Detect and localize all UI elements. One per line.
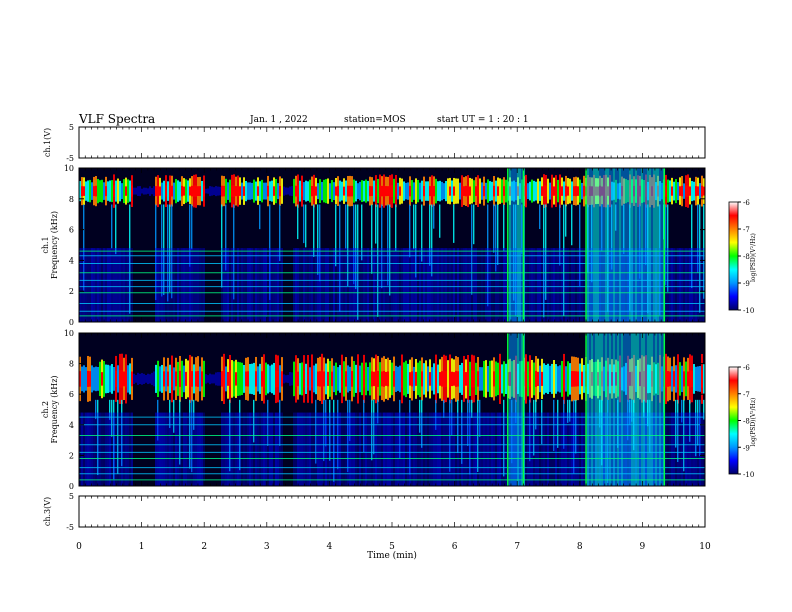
panel-ch1-spectrogram (79, 168, 705, 322)
y-tick-label: 4 (69, 421, 74, 430)
colorbar-tick-label: -6 (743, 364, 750, 372)
y-axis-label: ch.1(V) (43, 128, 52, 157)
y-axis-label: ch.1 (41, 236, 50, 253)
colorbar-tick-label: -7 (743, 226, 750, 234)
x-tick-label: 9 (640, 542, 646, 552)
header-date: Jan. 1 , 2022 (250, 115, 308, 125)
y-tick-label: 0 (69, 318, 74, 327)
y-tick-label: 10 (64, 164, 74, 173)
colorbar-tick-label: -9 (743, 280, 750, 288)
x-tick-label: 1 (139, 542, 145, 552)
x-tick-label: 0 (76, 542, 82, 552)
x-tick-label: 10 (699, 542, 711, 552)
colorbar (728, 366, 739, 475)
colorbar-tick-label: -8 (743, 253, 750, 261)
colorbar-tick-label: -8 (743, 418, 750, 426)
y-tick-label: 8 (69, 360, 74, 369)
y-tick-label: 8 (69, 195, 74, 204)
y-axis-label: Frequency (kHz) (50, 375, 59, 443)
y-tick-label: -5 (66, 154, 74, 163)
y-tick-label: -5 (66, 523, 74, 532)
x-tick-label: 5 (389, 542, 395, 552)
x-tick-label: 7 (514, 542, 520, 552)
y-tick-label: 5 (69, 492, 74, 501)
colorbar (728, 201, 739, 311)
x-tick-label: 8 (577, 542, 583, 552)
panel-frame (78, 495, 706, 528)
colorbar-label: log(PSD)(V²/Hz) (750, 398, 757, 447)
x-axis-label: Time (min) (367, 550, 417, 561)
x-tick-label: 4 (327, 542, 333, 552)
header-title: VLF Spectra (79, 112, 156, 126)
spectrogram-columns (79, 168, 705, 322)
header-station: station=MOS (344, 115, 406, 125)
y-axis-label: Frequency (kHz) (50, 211, 59, 279)
panel-frame (78, 126, 706, 159)
y-tick-label: 10 (64, 329, 74, 338)
spectrogram-columns (79, 333, 705, 486)
y-tick-label: 4 (69, 256, 74, 265)
y-axis-label: ch.3(V) (43, 497, 52, 526)
x-tick-label: 3 (264, 542, 270, 552)
y-tick-label: 2 (69, 287, 74, 296)
colorbar-tick-label: -10 (743, 307, 754, 315)
x-tick-label: 2 (201, 542, 207, 552)
x-tick-label: 6 (452, 542, 458, 552)
colorbar-label: log(PSD)(V²/Hz) (750, 233, 757, 282)
colorbar-tick-label: -9 (743, 444, 750, 452)
y-tick-label: 0 (69, 482, 74, 491)
colorbar-tick-label: -10 (743, 471, 754, 479)
colorbar-tick-label: -6 (743, 199, 750, 207)
y-tick-label: 6 (69, 226, 74, 235)
y-tick-label: 5 (69, 123, 74, 132)
colorbar-tick-label: -7 (743, 391, 750, 399)
y-axis-label: ch.2 (41, 401, 50, 418)
y-tick-label: 2 (69, 451, 74, 460)
panel-ch2-spectrogram (79, 333, 705, 486)
header-start-time: start UT = 1 : 20 : 1 (437, 115, 529, 125)
y-tick-label: 6 (69, 390, 74, 399)
